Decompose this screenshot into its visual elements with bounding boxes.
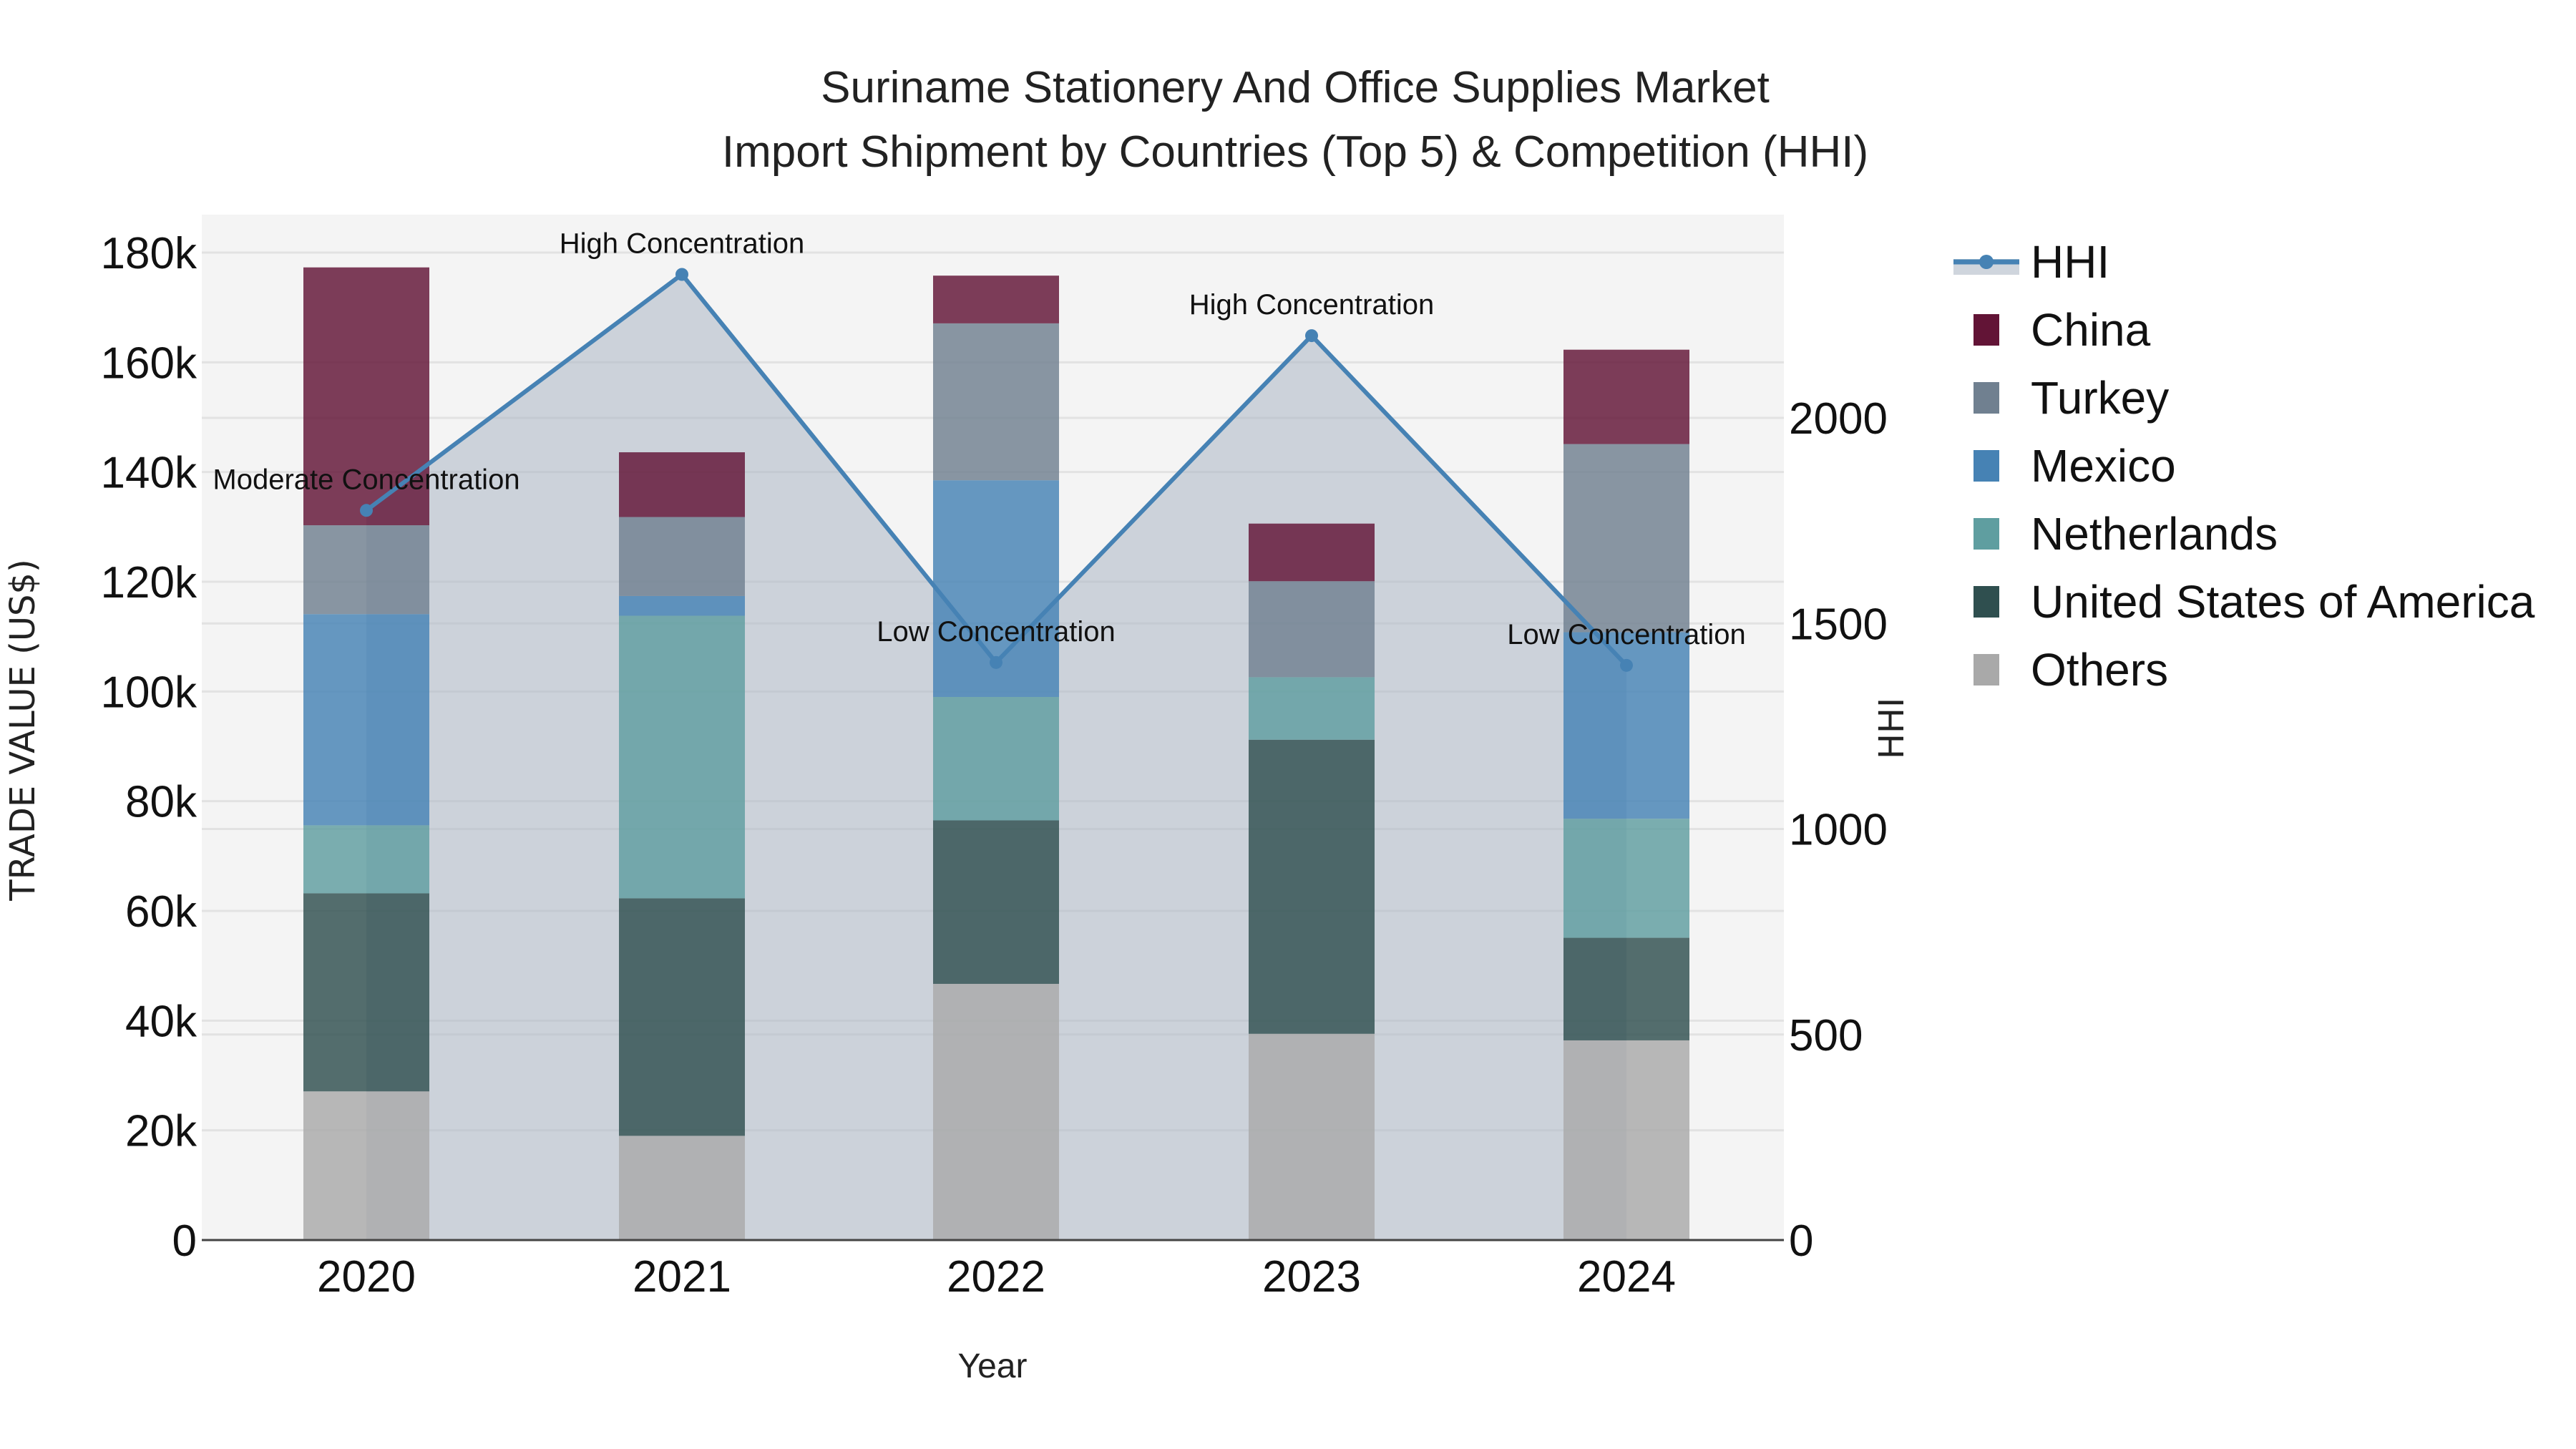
- legend-label: Others: [2031, 644, 2168, 696]
- y2-axis-label: HHI: [1872, 698, 1912, 759]
- bar-segment-turkey[interactable]: [303, 525, 429, 615]
- legend-label: Netherlands: [2031, 508, 2278, 560]
- bar-segment-turkey[interactable]: [619, 517, 745, 596]
- bar-segment-others[interactable]: [1563, 1040, 1689, 1240]
- bar-segment-others[interactable]: [933, 983, 1059, 1240]
- bar-segment-netherlands[interactable]: [619, 615, 745, 899]
- stacked-bars: [303, 267, 1689, 1240]
- y-tick-label: 60k: [125, 887, 197, 937]
- annotation-label: High Concentration: [560, 228, 804, 259]
- bar-segment-china[interactable]: [1563, 349, 1689, 444]
- legend-label: China: [2031, 304, 2151, 356]
- y-tick-label: 120k: [101, 558, 197, 608]
- chart-title-line2: Import Shipment by Countries (Top 5) & C…: [722, 127, 1868, 177]
- legend-item-mexico[interactable]: Mexico: [1974, 440, 2176, 492]
- y2-tick-label: 1000: [1789, 806, 1888, 855]
- legend-marker-icon: [1979, 255, 1994, 269]
- y2-tick-label: 1500: [1789, 600, 1888, 649]
- chart-title-line1: Suriname Stationery And Office Supplies …: [821, 63, 1770, 112]
- bar-segment-mexico[interactable]: [619, 595, 745, 616]
- annotation-label: Low Concentration: [1507, 619, 1746, 650]
- x-tick-label: 2021: [633, 1252, 731, 1302]
- legend-swatch-icon: [1974, 314, 1999, 346]
- bar-segment-united-states-of-america[interactable]: [933, 820, 1059, 984]
- legend-label: Mexico: [2031, 440, 2176, 492]
- bar-segment-others[interactable]: [303, 1091, 429, 1240]
- y2-axis-ticks: 0 500 1000 1500 2000: [1789, 394, 1888, 1266]
- legend-swatch-icon: [1974, 586, 1999, 618]
- bar-segment-united-states-of-america[interactable]: [619, 898, 745, 1136]
- bar-segment-united-states-of-america[interactable]: [303, 893, 429, 1092]
- x-tick-label: 2022: [947, 1252, 1045, 1302]
- y-tick-label: 180k: [101, 229, 197, 278]
- bar-segment-netherlands[interactable]: [1563, 819, 1689, 938]
- bar-segment-netherlands[interactable]: [303, 825, 429, 894]
- legend: HHI China Turkey Mexico Netherlands United St…: [1953, 236, 2535, 696]
- bar-segment-china[interactable]: [933, 275, 1059, 323]
- y-tick-label: 80k: [125, 778, 197, 827]
- legend-swatch-icon: [1974, 382, 1999, 414]
- bar-segment-united-states-of-america[interactable]: [1563, 937, 1689, 1040]
- bar-segment-turkey[interactable]: [1249, 581, 1375, 678]
- legend-label: United States of America: [2031, 576, 2535, 628]
- legend-item-others[interactable]: Others: [1974, 644, 2168, 696]
- legend-item-hhi[interactable]: HHI: [1953, 236, 2109, 288]
- y-axis-ticks: 0 20k 40k 60k 80k 100k 120k 140k 160k 180k: [101, 229, 197, 1266]
- bar-segment-turkey[interactable]: [1563, 444, 1689, 633]
- bar-segment-netherlands[interactable]: [933, 697, 1059, 821]
- bar-segment-mexico[interactable]: [303, 614, 429, 826]
- hhi-point[interactable]: [1305, 329, 1318, 343]
- hhi-point[interactable]: [360, 504, 373, 517]
- y-tick-label: 140k: [101, 449, 197, 498]
- bar-segment-turkey[interactable]: [933, 323, 1059, 481]
- legend-item-turkey[interactable]: Turkey: [1974, 372, 2169, 424]
- y2-tick-label: 2000: [1789, 394, 1888, 444]
- legend-swatch-icon: [1974, 450, 1999, 482]
- bar-segment-china[interactable]: [619, 452, 745, 517]
- y-tick-label: 160k: [101, 338, 197, 388]
- y-tick-label: 0: [172, 1216, 197, 1266]
- annotation-label: Moderate Concentration: [213, 464, 519, 495]
- legend-swatch-icon: [1974, 654, 1999, 686]
- x-tick-label: 2020: [317, 1252, 416, 1302]
- x-axis-ticks: 2020 2021 2022 2023 2024: [317, 1252, 1676, 1302]
- annotations: Moderate Concentration High Concentration…: [213, 228, 1745, 650]
- bar-segment-china[interactable]: [303, 267, 429, 526]
- x-tick-label: 2024: [1577, 1252, 1676, 1302]
- legend-item-china[interactable]: China: [1974, 304, 2151, 356]
- y-tick-label: 100k: [101, 668, 197, 717]
- hhi-point[interactable]: [990, 655, 1002, 669]
- hhi-point[interactable]: [675, 268, 688, 281]
- legend-label: HHI: [2031, 236, 2109, 288]
- bar-segment-netherlands[interactable]: [1249, 677, 1375, 740]
- bar-segment-united-states-of-america[interactable]: [1249, 739, 1375, 1034]
- y-tick-label: 40k: [125, 997, 197, 1046]
- y2-tick-label: 0: [1789, 1216, 1813, 1266]
- y-axis-label: TRADE VALUE (US$): [3, 559, 43, 901]
- hhi-line: [360, 268, 1633, 672]
- x-tick-label: 2023: [1262, 1252, 1361, 1302]
- legend-item-netherlands[interactable]: Netherlands: [1974, 508, 2278, 560]
- y2-tick-label: 500: [1789, 1011, 1863, 1060]
- bar-segment-others[interactable]: [1249, 1033, 1375, 1240]
- hhi-point[interactable]: [1620, 658, 1633, 672]
- bar-segment-others[interactable]: [619, 1136, 745, 1240]
- y-tick-label: 20k: [125, 1107, 197, 1156]
- legend-label: Turkey: [2031, 372, 2169, 424]
- x-axis-label: Year: [958, 1347, 1028, 1385]
- annotation-label: Low Concentration: [877, 616, 1116, 648]
- annotation-label: High Concentration: [1189, 289, 1434, 321]
- legend-item-united-states-of-america[interactable]: United States of America: [1974, 576, 2535, 628]
- bar-segment-china[interactable]: [1249, 523, 1375, 582]
- legend-swatch-icon: [1974, 518, 1999, 550]
